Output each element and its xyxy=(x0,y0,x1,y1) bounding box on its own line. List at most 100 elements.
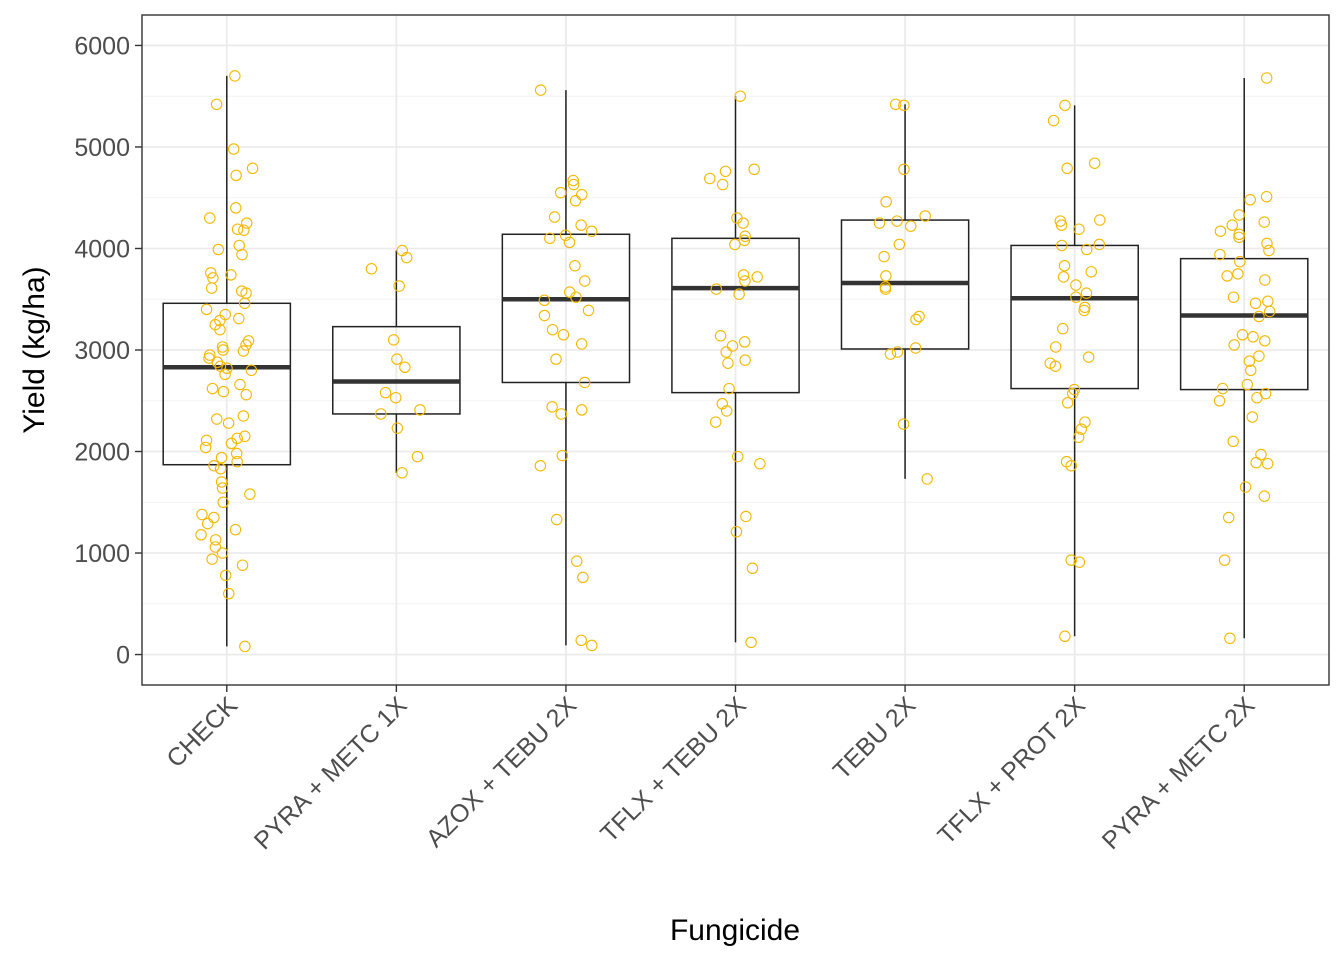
data-point xyxy=(1070,279,1082,291)
x-tick-label: TFLX + PROT 2X xyxy=(932,691,1091,850)
data-point xyxy=(231,223,244,235)
data-point xyxy=(244,488,256,500)
box-iqr xyxy=(501,233,631,384)
data-point xyxy=(219,368,231,381)
data-point xyxy=(1213,395,1226,407)
data-point xyxy=(227,143,240,155)
data-point xyxy=(1227,435,1239,448)
data-point xyxy=(223,587,235,600)
data-point xyxy=(576,338,588,350)
data-point xyxy=(534,84,547,96)
data-point xyxy=(1259,274,1271,286)
data-point xyxy=(1065,459,1077,472)
data-point xyxy=(1258,216,1271,228)
data-point xyxy=(238,297,251,310)
data-point xyxy=(214,323,226,336)
data-point xyxy=(1233,231,1245,244)
data-point xyxy=(1259,335,1271,347)
data-point xyxy=(1250,456,1262,469)
data-point xyxy=(550,353,562,365)
data-point xyxy=(387,334,400,346)
data-point xyxy=(1078,304,1090,317)
data-point xyxy=(240,388,252,401)
data-point xyxy=(1093,238,1106,251)
data-point xyxy=(399,361,411,374)
data-point xyxy=(195,529,207,541)
data-point xyxy=(737,217,749,229)
data-point xyxy=(1059,99,1071,112)
data-point xyxy=(544,232,556,245)
data-point xyxy=(209,541,222,553)
data-point xyxy=(389,391,402,404)
data-point xyxy=(239,640,251,653)
data-point xyxy=(1227,291,1240,303)
data-point xyxy=(211,413,223,425)
data-point xyxy=(217,344,229,356)
data-point xyxy=(738,234,751,247)
data-point xyxy=(873,217,886,229)
data-point xyxy=(1239,481,1252,493)
data-point xyxy=(716,178,729,191)
data-point xyxy=(889,98,902,111)
data-point xyxy=(1094,214,1106,226)
y-tick-label: 2000 xyxy=(74,439,130,467)
data-point xyxy=(238,224,250,236)
data-point xyxy=(898,99,910,112)
data-point xyxy=(740,510,752,523)
data-point xyxy=(230,169,242,182)
data-point xyxy=(225,269,237,281)
data-point xyxy=(204,212,216,224)
data-point xyxy=(230,202,242,214)
data-point xyxy=(216,482,229,494)
data-point xyxy=(733,288,745,300)
data-point xyxy=(1260,190,1273,203)
box-4 xyxy=(671,96,800,643)
data-point xyxy=(206,553,218,565)
data-point xyxy=(1234,255,1246,268)
data-point xyxy=(538,309,551,322)
data-point xyxy=(1073,556,1086,568)
x-tick-label: CHECK xyxy=(161,691,243,773)
data-point xyxy=(400,251,413,264)
data-point xyxy=(1072,431,1085,444)
data-point xyxy=(569,195,582,207)
data-point xyxy=(878,250,890,263)
data-point xyxy=(538,294,551,307)
data-point xyxy=(1061,397,1074,409)
data-point xyxy=(919,210,931,222)
data-point xyxy=(214,463,227,475)
data-point xyxy=(230,447,243,460)
data-point xyxy=(1263,305,1276,318)
box-iqr xyxy=(162,302,292,466)
data-point xyxy=(745,636,757,649)
data-point xyxy=(578,376,591,389)
data-point xyxy=(1057,271,1070,283)
data-point xyxy=(1080,243,1093,256)
data-point xyxy=(751,271,763,283)
data-point xyxy=(556,449,569,462)
data-point xyxy=(210,98,223,111)
data-point xyxy=(921,473,933,485)
data-point xyxy=(913,310,925,323)
data-point xyxy=(1061,162,1073,175)
data-point xyxy=(720,405,733,417)
data-point xyxy=(214,314,226,327)
data-point xyxy=(570,291,582,303)
box-iqr xyxy=(332,325,461,415)
data-point xyxy=(730,525,743,538)
data-point xyxy=(237,345,250,357)
data-point xyxy=(414,404,426,416)
data-point xyxy=(245,364,258,377)
box-2 xyxy=(332,250,461,473)
data-point xyxy=(411,450,424,463)
data-point xyxy=(240,339,252,351)
data-point xyxy=(365,263,378,275)
data-point xyxy=(1263,244,1275,257)
box-iqr xyxy=(671,237,800,394)
data-point xyxy=(225,437,238,450)
data-point xyxy=(231,455,243,468)
data-point xyxy=(201,517,214,530)
data-point xyxy=(246,162,259,175)
y-tick-label: 0 xyxy=(116,642,130,670)
data-point xyxy=(555,408,567,420)
